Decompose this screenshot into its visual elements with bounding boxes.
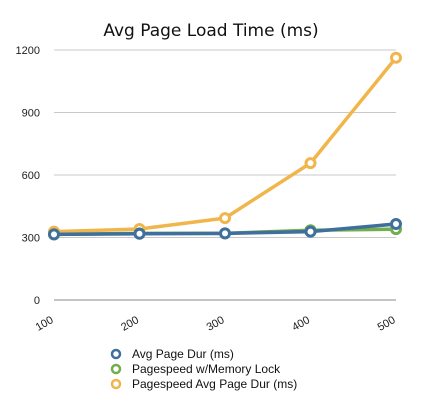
data-point — [304, 225, 317, 238]
data-point — [390, 51, 402, 64]
legend-label: Pagespeed Avg Page Dur (ms) — [132, 377, 297, 391]
x-tick-label: 500 — [376, 314, 398, 334]
x-tick-label: 300 — [205, 314, 227, 334]
legend-label: Pagespeed w/Memory Lock — [132, 362, 281, 376]
chart-title: Avg Page Load Time (ms) — [103, 21, 318, 41]
x-tick-label: 400 — [290, 314, 312, 334]
grid — [54, 49, 396, 238]
y-tick-label: 0 — [34, 295, 40, 307]
data-point — [304, 157, 317, 170]
x-tick-label: 100 — [34, 314, 56, 334]
data-point — [390, 217, 402, 230]
legend-label: Avg Page Dur (ms) — [132, 347, 234, 361]
legend: Avg Page Dur (ms)Pagespeed w/Memory Lock… — [110, 347, 297, 391]
series-group — [48, 51, 402, 241]
legend-marker — [110, 378, 122, 390]
legend-marker — [110, 363, 122, 375]
y-tick-label: 1200 — [16, 45, 40, 57]
data-point — [133, 227, 146, 240]
data-point — [219, 227, 231, 240]
x-tick-label: 200 — [119, 314, 141, 334]
series-line — [52, 55, 398, 234]
y-tick-label: 600 — [22, 170, 40, 182]
data-point — [48, 228, 60, 241]
legend-marker — [110, 348, 122, 360]
y-tick-label: 300 — [22, 233, 40, 245]
data-point — [219, 212, 231, 225]
axes: 0 300 600 900 1200 100 200 300 400 500 — [16, 45, 398, 334]
y-tick-label: 900 — [22, 108, 40, 120]
